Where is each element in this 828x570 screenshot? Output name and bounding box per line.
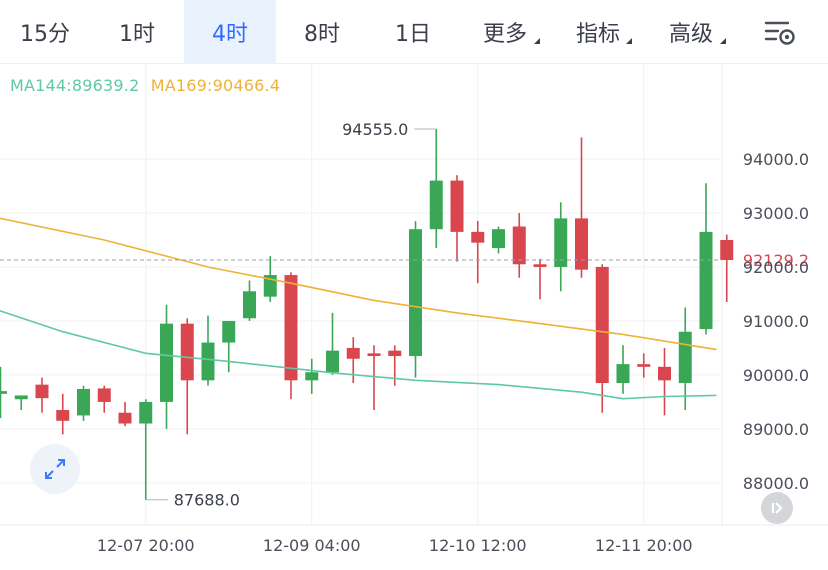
candle-body [471, 231, 485, 243]
candle-body [305, 372, 319, 381]
candle-body [118, 412, 132, 424]
tab-label: 高级 [668, 22, 713, 47]
candle-body [367, 353, 381, 357]
low-price-label: 87688.0 [174, 491, 240, 510]
candle-body [616, 364, 630, 384]
candle-body [512, 226, 526, 265]
x-tick-label: 12-09 04:00 [263, 536, 361, 555]
tab-4[interactable]: 1日 [368, 0, 458, 64]
candle-body [0, 391, 7, 394]
x-tick-label: 12-10 12:00 [429, 536, 527, 555]
ma144-legend-label: MA144:89639.2 [10, 76, 140, 95]
y-tick-label: 89000.0 [743, 420, 809, 439]
dropdown-caret-icon [626, 38, 632, 44]
y-tick-label: 93000.0 [743, 204, 809, 223]
candle-body [429, 180, 443, 230]
candle-body [699, 231, 713, 330]
timeframe-tabbar: 15分 1时 4时 8时 1日 更多 指标 高级 [0, 0, 828, 64]
candle-body [243, 291, 256, 319]
candle-body [35, 384, 49, 399]
candle-body [637, 364, 651, 367]
tab-5[interactable]: 更多 [458, 0, 552, 64]
candle-body [97, 388, 111, 402]
candle-body [284, 275, 298, 381]
ma144-line [0, 309, 717, 400]
y-tick-label: 94000.0 [743, 150, 809, 169]
tab-0[interactable]: 15分 [0, 0, 90, 64]
candle-body [77, 388, 90, 416]
candle-body [450, 180, 464, 232]
tab-7[interactable]: 高级 [644, 0, 738, 64]
candle-body [14, 395, 28, 400]
dropdown-caret-icon [720, 38, 726, 44]
candle-body [658, 366, 671, 381]
candle-body [201, 342, 215, 381]
ma169-legend-label: MA169:90466.4 [150, 76, 281, 95]
x-tick-label: 12-07 20:00 [97, 536, 195, 555]
candle-body [492, 229, 505, 249]
expand-arrows-icon [45, 459, 65, 479]
candle-body [554, 218, 568, 267]
candle-body [533, 264, 547, 267]
candlestick-chart[interactable]: 92129.2 88000.0 89000.0 90000.0 91000.0 92000… [0, 64, 828, 570]
expand-chart-button[interactable] [30, 444, 80, 494]
scroll-to-latest-icon [771, 502, 783, 514]
x-tick-label: 12-11 20:00 [595, 536, 693, 555]
tab-1[interactable]: 1时 [90, 0, 184, 64]
high-price-label: 94555.0 [342, 120, 408, 139]
tab-6[interactable]: 指标 [552, 0, 644, 64]
candle-body [326, 350, 339, 373]
tab-label: 15分 [20, 22, 70, 47]
candle-body [678, 331, 692, 384]
tab-label: 8时 [304, 22, 340, 47]
tab-label: 1日 [395, 22, 431, 47]
tab-2[interactable]: 4时 [184, 0, 276, 64]
scroll-to-latest-button[interactable] [761, 492, 793, 524]
candle-body [720, 239, 734, 260]
ma-legend: MA144:89639.2 MA169:90466.4 [10, 76, 286, 95]
candle-body [56, 410, 70, 421]
candle-body [180, 323, 194, 381]
y-tick-label: 88000.0 [743, 474, 809, 493]
candle-body [222, 320, 236, 343]
tab-3[interactable]: 8时 [276, 0, 368, 64]
dropdown-caret-icon [534, 38, 540, 44]
current-price-label: 92129.2 [743, 251, 809, 270]
y-tick-label: 92000.0 [743, 258, 809, 277]
candle-body [595, 266, 609, 384]
ma169-line [0, 217, 717, 351]
candle-body [575, 218, 588, 270]
y-tick-label: 91000.0 [743, 312, 809, 331]
settings-sliders-gear-icon[interactable] [760, 14, 800, 50]
candle-body [139, 401, 153, 424]
tab-label: 指标 [575, 22, 620, 47]
tab-label: 1时 [119, 22, 155, 47]
candle-body [409, 229, 422, 357]
y-tick-label: 90000.0 [743, 366, 809, 385]
tab-label: 更多 [482, 22, 527, 47]
candle-body [346, 347, 360, 359]
candle-body [388, 350, 402, 357]
tab-label: 4时 [212, 22, 248, 47]
candle-body [160, 323, 173, 402]
